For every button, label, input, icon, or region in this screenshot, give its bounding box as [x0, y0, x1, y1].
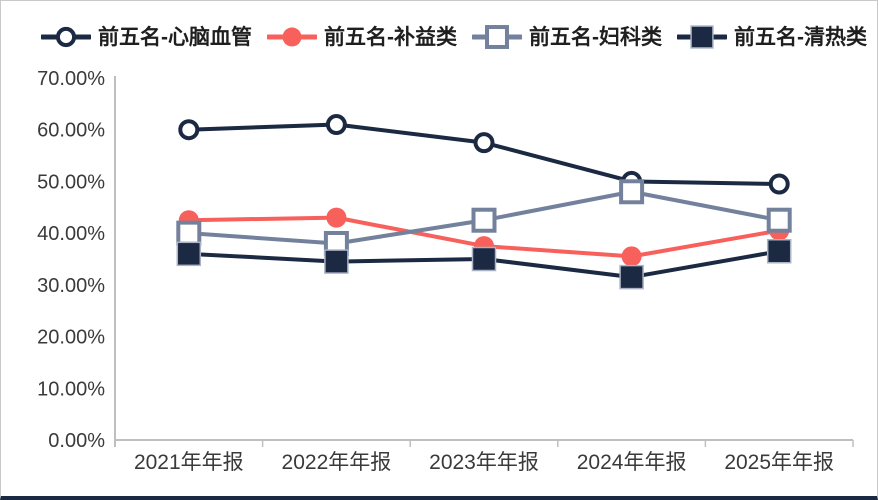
data-point-marker — [766, 207, 792, 233]
data-point-marker — [471, 207, 497, 233]
data-point-marker — [619, 179, 645, 205]
legend-item-0: 前五名-心脑血管 — [41, 23, 252, 51]
data-point-marker — [326, 207, 347, 228]
x-axis-label: 2025年年报 — [724, 451, 834, 474]
series-0 — [178, 114, 790, 195]
x-axis-label: 2022年年报 — [282, 451, 392, 474]
y-axis-label: 60.00% — [37, 120, 105, 142]
y-axis-label: 50.00% — [37, 171, 105, 193]
y-axis-label: 20.00% — [37, 327, 105, 349]
data-point-marker — [55, 26, 77, 48]
y-axis-label: 0.00% — [48, 430, 105, 452]
data-point-marker — [768, 173, 790, 195]
series-3 — [176, 238, 792, 290]
data-point-marker — [325, 114, 347, 136]
x-axis-label: 2024年年报 — [577, 451, 687, 474]
y-axis-label: 30.00% — [37, 275, 105, 297]
legend-marker-square-filled-icon — [677, 25, 727, 49]
data-point-marker — [282, 27, 302, 47]
data-point-marker — [690, 25, 714, 49]
data-point-marker — [619, 264, 644, 290]
legend-label: 前五名-心脑血管 — [98, 25, 252, 49]
legend-marker-circle-hollow-icon — [41, 26, 91, 48]
legend-item-1: 前五名-补益类 — [267, 23, 457, 51]
chart-legend: 前五名-心脑血管 前五名-补益类 前五名-妇科类 前五名-清热类 — [41, 21, 867, 53]
data-point-marker — [324, 249, 349, 274]
data-point-marker — [473, 132, 495, 154]
legend-marker-square-hollow-icon — [472, 25, 522, 49]
data-point-marker — [485, 25, 509, 49]
data-point-marker — [178, 119, 200, 141]
data-point-marker — [766, 238, 792, 264]
legend-label: 前五名-清热类 — [734, 25, 867, 49]
x-axis-label: 2021年年报 — [134, 451, 244, 474]
series-2 — [176, 179, 792, 256]
legend-item-2: 前五名-妇科类 — [472, 23, 662, 51]
data-point-marker — [471, 246, 497, 272]
legend-label: 前五名-妇科类 — [529, 25, 662, 49]
legend-item-3: 前五名-清热类 — [677, 23, 867, 51]
data-point-marker — [621, 246, 642, 267]
y-axis-label: 70.00% — [37, 68, 105, 90]
legend-label: 前五名-补益类 — [324, 25, 457, 49]
x-axis-label: 2023年年报 — [429, 451, 539, 474]
data-point-marker — [176, 220, 202, 246]
legend-marker-circle-filled-icon — [267, 27, 317, 47]
data-point-marker — [176, 241, 202, 267]
y-axis-label: 40.00% — [37, 223, 105, 245]
y-axis-label: 10.00% — [37, 378, 105, 400]
